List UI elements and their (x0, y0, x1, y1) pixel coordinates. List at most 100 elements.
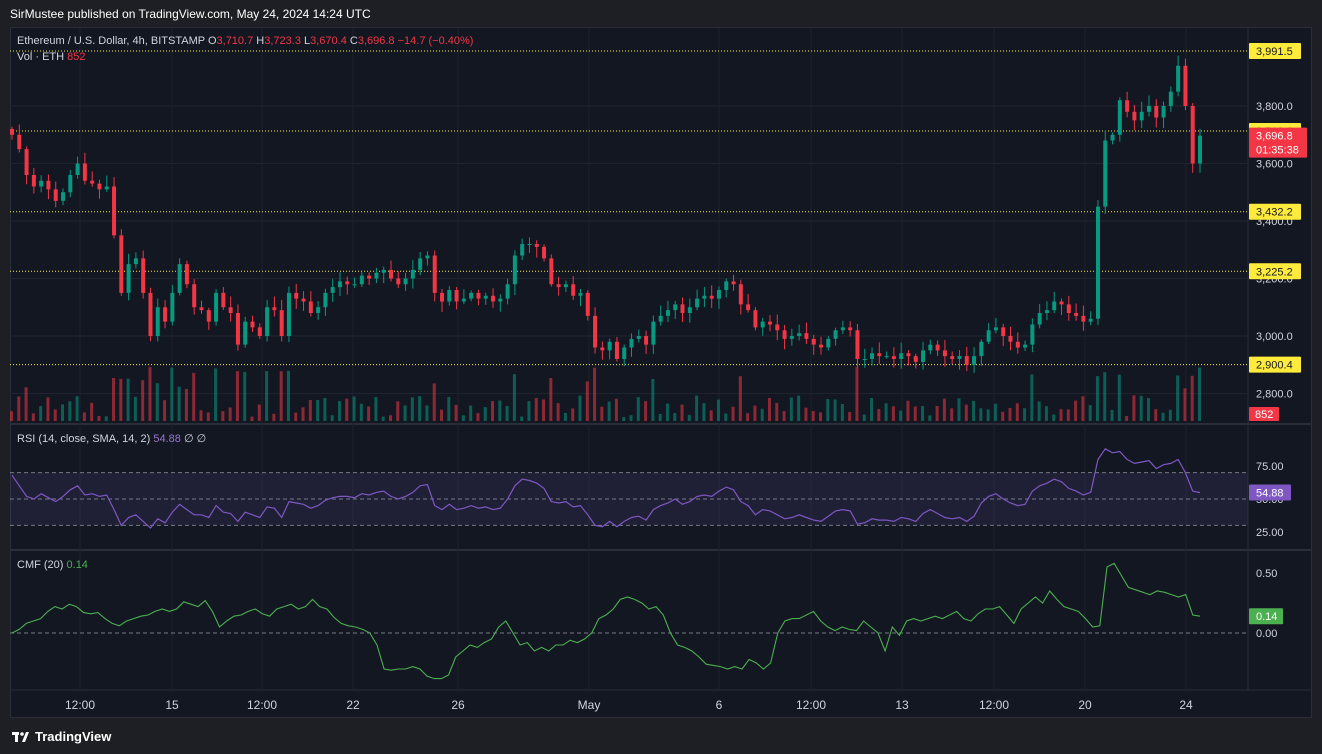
candle-body (24, 149, 29, 175)
candle-body (1125, 100, 1130, 112)
volume-bar (819, 412, 823, 421)
candle-body (753, 310, 758, 328)
candle-body (199, 307, 204, 311)
volume-label[interactable]: Vol · ETH (17, 51, 65, 63)
candle-body (75, 163, 80, 175)
candle-body (316, 307, 321, 313)
volume-bar (782, 411, 786, 421)
tradingview-icon (12, 731, 29, 742)
candle-body (1190, 106, 1195, 164)
volume-bar (410, 397, 414, 421)
candle-body (921, 350, 926, 362)
volume-bar (921, 406, 925, 421)
volume-bar (614, 398, 618, 421)
candle-body (972, 356, 977, 365)
cmf-label[interactable]: CMF (20) (17, 559, 64, 571)
volume-bar (578, 395, 582, 421)
time-axis: 12:00 15 12:00 22 26 May 6 12:00 13 12:00 20 24 (65, 698, 1193, 712)
volume-bar (651, 378, 655, 421)
candle-body (1168, 91, 1173, 106)
volume-bar (789, 397, 793, 421)
candle-body (410, 269, 415, 279)
candle-body (192, 284, 197, 308)
candle-body (724, 281, 729, 290)
volume-bar (687, 414, 691, 421)
chart-frame[interactable] (10, 27, 1312, 718)
candle-body (243, 321, 248, 345)
volume-bar (483, 407, 487, 421)
volume-bar (571, 408, 575, 421)
candle-body (68, 175, 73, 193)
candle-body (469, 292, 474, 299)
candle-body (942, 350, 947, 357)
volume-bar (345, 398, 349, 421)
volume-bar (286, 370, 290, 421)
candle-body (986, 330, 991, 342)
time-tick: 6 (716, 698, 723, 712)
candle-body (673, 304, 678, 311)
volume-bar (359, 403, 363, 421)
time-tick: 12:00 (65, 698, 95, 712)
rsi-tick: 75.00 (1256, 461, 1284, 473)
volume-bar (913, 406, 917, 421)
volume-bar (1037, 401, 1041, 421)
volume-bar (97, 415, 101, 421)
candle-body (964, 356, 969, 365)
candle-body (82, 163, 87, 181)
candle-body (359, 275, 364, 285)
candle-body (396, 278, 401, 285)
volume-bar (607, 401, 611, 421)
level-tag-label: 3,225.2 (1256, 266, 1293, 278)
symbol-title[interactable]: Ethereum / U.S. Dollar, 4h, BITSTAMP (17, 35, 205, 47)
volume-bar (673, 413, 677, 421)
candle-body (39, 180, 44, 187)
rsi-label[interactable]: RSI (14, close, SMA, 14, 2) (17, 433, 151, 445)
candle-body (155, 307, 160, 336)
candle-body (746, 304, 751, 311)
volume-bar (1132, 395, 1136, 421)
volume-bar (534, 398, 538, 421)
candle-body (367, 275, 372, 279)
volume-bar (1023, 408, 1027, 421)
candle-body (491, 295, 496, 302)
candle-body (279, 310, 284, 336)
candle-body (112, 186, 117, 236)
volume-bar (243, 371, 247, 421)
candle-body (97, 183, 102, 190)
time-tick: 12:00 (979, 698, 1009, 712)
volume-bar (702, 403, 706, 421)
time-tick: May (578, 698, 601, 712)
volume-bar (753, 405, 757, 421)
volume-bar (563, 413, 567, 421)
candle-body (228, 307, 233, 313)
volume-bar (542, 399, 546, 421)
cmf-value-tag-label: 0.14 (1256, 611, 1277, 623)
level-tag (1249, 42, 1301, 59)
tradingview-logo[interactable]: TradingView (12, 729, 111, 744)
candle-body (272, 307, 277, 311)
volume-bar (1110, 409, 1114, 421)
time-tick: 26 (451, 698, 465, 712)
candle-body (403, 278, 408, 285)
volume-bar (498, 400, 502, 421)
volume-bar (1095, 376, 1099, 421)
last-price-tag (1249, 127, 1307, 158)
volume-bar (155, 383, 159, 421)
candle-body (301, 298, 306, 302)
candle-body (388, 269, 393, 279)
volume-bar (119, 378, 123, 421)
volume-bar (133, 396, 137, 421)
candle-body (585, 292, 590, 316)
volume-bar (24, 387, 28, 421)
candle-body (1015, 341, 1020, 348)
volume-bar (848, 411, 852, 421)
volume-bar (1125, 416, 1129, 421)
volume-bar (279, 371, 283, 421)
volume-legend: Vol · ETH 852 (17, 51, 86, 63)
candle-body (665, 310, 670, 316)
candle-body (1023, 344, 1028, 348)
volume-bar (797, 395, 801, 421)
rsi-tick: 25.00 (1256, 527, 1284, 539)
